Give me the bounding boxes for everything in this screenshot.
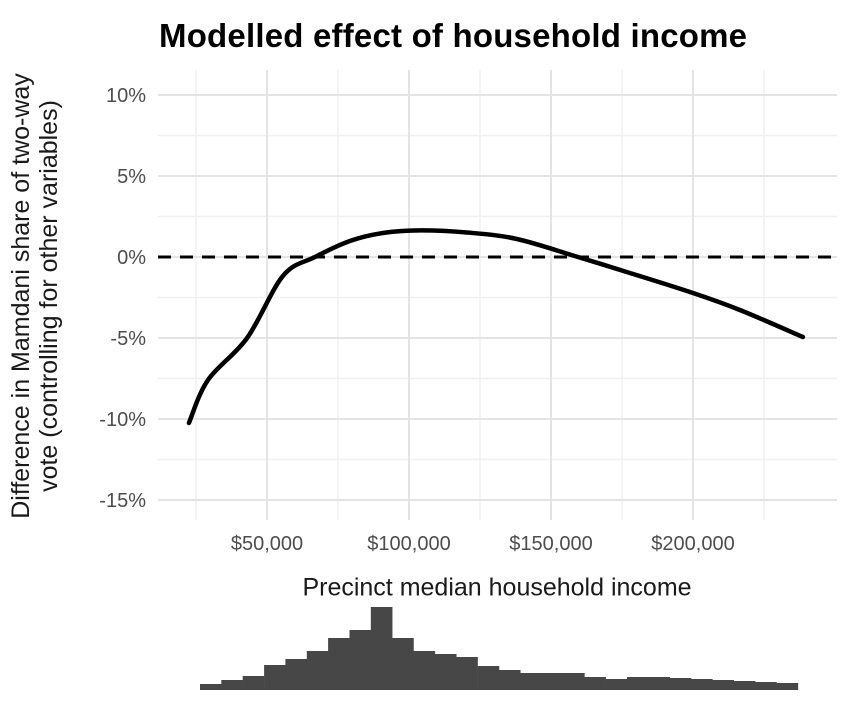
y-tick-label: -5% bbox=[110, 328, 146, 350]
histogram-bar bbox=[392, 638, 414, 690]
histogram-bar bbox=[733, 681, 756, 690]
y-tick-label: -15% bbox=[99, 490, 146, 512]
y-tick-label: -10% bbox=[99, 409, 146, 431]
histogram-bar bbox=[776, 683, 799, 690]
histogram-bar bbox=[584, 677, 606, 690]
effect-curve bbox=[186, 228, 806, 426]
histogram-bar bbox=[520, 673, 542, 690]
histogram-bar bbox=[200, 684, 222, 690]
histogram-bar bbox=[370, 607, 393, 690]
x-tick-label: $150,000 bbox=[509, 533, 592, 555]
histogram-bar bbox=[648, 677, 671, 690]
x-tick-label: $50,000 bbox=[231, 533, 303, 555]
histogram-bar bbox=[669, 678, 692, 690]
histogram-bar bbox=[221, 680, 243, 690]
x-tick-label: $100,000 bbox=[367, 533, 450, 555]
histogram-bar bbox=[349, 630, 372, 690]
histogram-bar bbox=[477, 666, 500, 690]
x-axis-title: Precinct median household income bbox=[302, 573, 692, 602]
y-tick-label: 10% bbox=[106, 85, 146, 107]
histogram-bar bbox=[413, 651, 436, 690]
y-axis-title: Difference in Mamdani share of two-way v… bbox=[7, 73, 63, 519]
histogram-bar bbox=[627, 677, 649, 690]
histogram-bar bbox=[456, 657, 478, 690]
histogram-bar bbox=[541, 673, 564, 690]
histogram-bar bbox=[498, 670, 521, 690]
histogram-bar bbox=[242, 676, 265, 690]
histogram-bar bbox=[563, 673, 585, 690]
histogram-bar bbox=[285, 659, 308, 690]
histogram-bar bbox=[712, 680, 735, 690]
histogram-bar bbox=[434, 654, 457, 690]
histogram-bar bbox=[328, 638, 350, 690]
histogram-bar bbox=[264, 665, 286, 690]
y-axis-title-line2: vote (controlling for other variables) bbox=[35, 100, 63, 492]
chart-title: Modelled effect of household income bbox=[159, 17, 748, 54]
y-tick-label: 0% bbox=[117, 247, 146, 269]
histogram-bar bbox=[605, 679, 628, 690]
histogram-bar bbox=[306, 651, 329, 690]
y-axis-title-line1: Difference in Mamdani share of two-way bbox=[7, 73, 35, 519]
y-tick-label: 5% bbox=[117, 166, 146, 188]
histogram-bar bbox=[755, 682, 777, 690]
histogram-bar bbox=[691, 679, 713, 690]
x-tick-label: $200,000 bbox=[651, 533, 734, 555]
